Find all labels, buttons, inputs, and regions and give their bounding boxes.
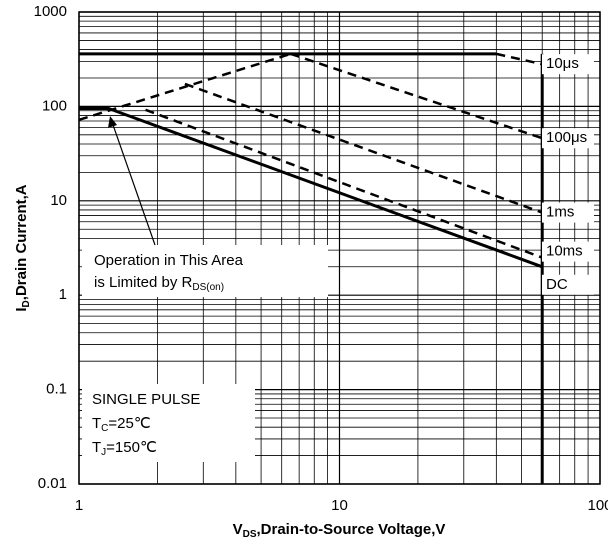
series-line — [184, 82, 543, 214]
y-axis-label: ,Drain Current,A — [13, 184, 30, 300]
annotation-box — [82, 245, 328, 297]
series-line — [78, 52, 292, 122]
legend-label: 1ms — [546, 204, 574, 221]
annotation-box — [82, 384, 255, 462]
annotation: T — [92, 415, 101, 432]
annotation-sub: J — [101, 447, 106, 458]
legend-bg — [542, 54, 594, 75]
lines — [78, 52, 544, 484]
annotation: =150℃ — [106, 439, 157, 456]
legend-label: 100μs — [546, 129, 587, 146]
y-tick-label: 0.01 — [38, 475, 67, 492]
annotation-sub: DS(on) — [192, 282, 224, 293]
y-axis-label: I — [13, 307, 30, 311]
y-tick-label: 1000 — [34, 3, 67, 20]
annotation: =25℃ — [108, 415, 150, 432]
series-line — [79, 107, 543, 269]
legend-label: 10ms — [546, 243, 583, 260]
x-axis-label-sub: DS — [243, 529, 257, 540]
annotation: is Limited by R — [94, 274, 193, 291]
annotation: T — [92, 439, 101, 456]
legend-bg — [542, 202, 594, 223]
legend-bg — [542, 274, 594, 295]
annotation-sub: C — [101, 423, 108, 434]
y-tick-label: 0.1 — [46, 381, 67, 398]
y-axis-label: ID,Drain Current,A — [13, 184, 32, 311]
arrow-head — [108, 116, 117, 128]
annotation: is Limited by RDS(on) — [94, 274, 224, 293]
annotation: Operation in This Area — [94, 252, 244, 269]
legend-label: DC — [546, 276, 568, 293]
x-axis-label: V — [233, 521, 243, 538]
legend-label: 10μs — [546, 55, 579, 72]
x-axis-label: ,Drain-to-Source Voltage,V — [257, 521, 446, 538]
x-axis-label: VDS,Drain-to-Source Voltage,V — [233, 521, 446, 540]
legend-bg — [542, 128, 594, 149]
x-tick-label: 1 — [75, 497, 83, 514]
series-line — [496, 52, 543, 66]
y-axis-label-sub: D — [21, 300, 32, 307]
x-tick-label: 10 — [331, 497, 348, 514]
plot-frame — [78, 11, 601, 485]
y-tick-label: 1 — [59, 286, 67, 303]
annotation: TC=25℃ — [92, 415, 151, 434]
legend-bg — [542, 241, 594, 262]
y-tick-label: 10 — [50, 192, 67, 209]
series-line — [145, 108, 543, 259]
x-tick-label: 100 — [587, 497, 608, 514]
arrow — [111, 121, 156, 246]
annotation: SINGLE PULSE — [92, 391, 200, 408]
annotation: TJ=150℃ — [92, 439, 157, 458]
series-line — [290, 52, 543, 140]
y-tick-label: 100 — [42, 97, 67, 114]
